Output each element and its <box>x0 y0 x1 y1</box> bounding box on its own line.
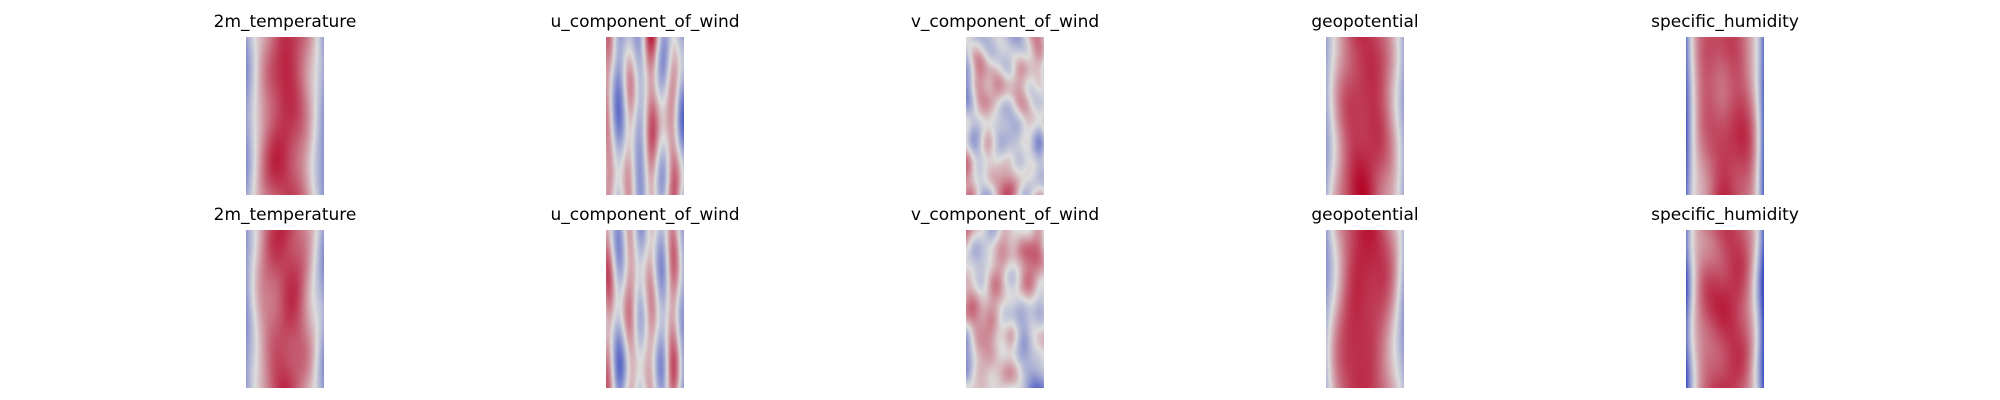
heatmap-geopotential <box>1326 230 1404 388</box>
heatmap-specific-humidity <box>1686 230 1764 388</box>
heatmap-v-component-of-wind <box>966 37 1044 195</box>
panel-title: u_component_of_wind <box>550 12 740 32</box>
heatmap-specific-humidity <box>1686 37 1764 195</box>
panel-title: u_component_of_wind <box>550 205 740 225</box>
heatmap-geopotential <box>1326 37 1404 195</box>
panel-title: 2m_temperature <box>213 205 357 225</box>
heatmap-2m-temperature <box>246 230 324 388</box>
heatmap-u-component-of-wind <box>606 230 684 388</box>
panel-title: geopotential <box>1311 205 1419 225</box>
panel-title: specific_humidity <box>1651 12 1799 32</box>
panel-title: geopotential <box>1311 12 1419 32</box>
panel-title: 2m_temperature <box>213 12 357 32</box>
panel-title: v_component_of_wind <box>910 12 1100 32</box>
heatmap-u-component-of-wind <box>606 37 684 195</box>
heatmap-2m-temperature <box>246 37 324 195</box>
panel-title: v_component_of_wind <box>910 205 1100 225</box>
heatmap-v-component-of-wind <box>966 230 1044 388</box>
panel-title: specific_humidity <box>1651 205 1799 225</box>
